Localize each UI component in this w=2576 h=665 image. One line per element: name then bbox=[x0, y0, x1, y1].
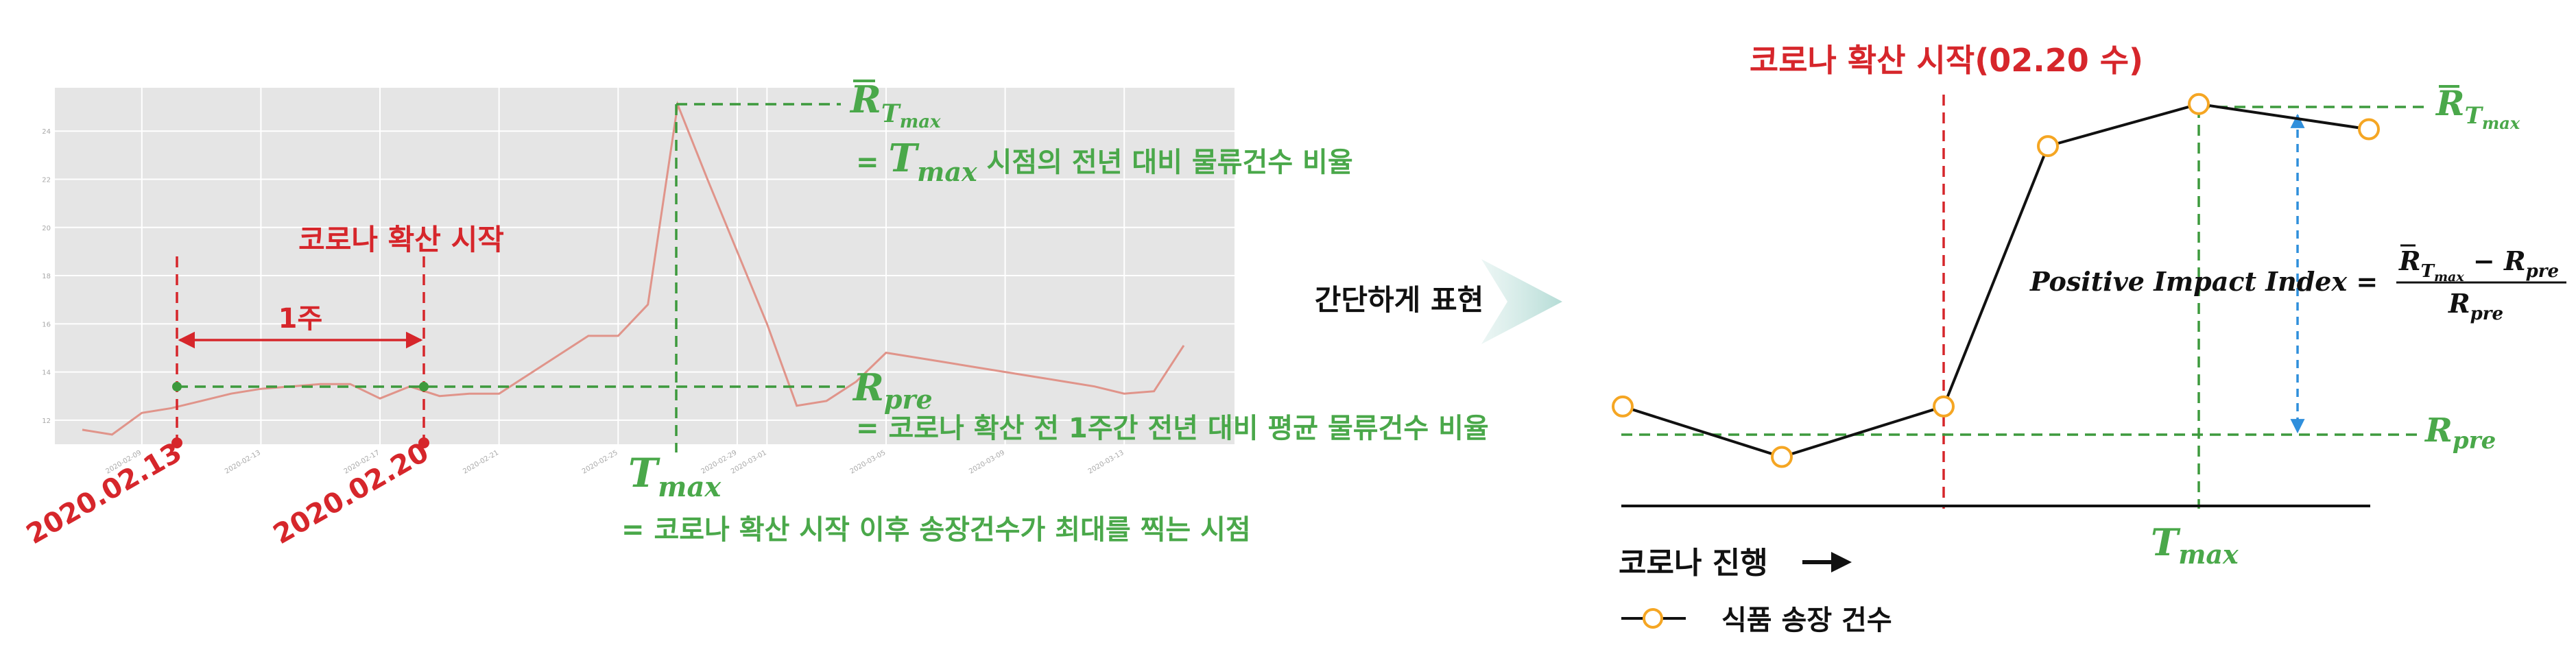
x-tick-label: 2020-02-21 bbox=[462, 449, 500, 476]
progress-label: 코로나 진행 bbox=[1619, 546, 1768, 581]
right-series-line bbox=[1622, 102, 2370, 459]
left-x-tick-labels: 2020-02-09 2020-02-13 2020-02-17 2020-02-21… bbox=[104, 449, 1125, 476]
formula-denominator: Rpre bbox=[2448, 288, 2503, 324]
impact-formula: Positive Impact Index = RTmax − Rpre Rpr… bbox=[2029, 244, 2566, 324]
covid-start-label: 코로나 확산 시작 bbox=[298, 223, 504, 256]
right-series-marker bbox=[2188, 93, 2210, 115]
x-tick-label: 2020-03-05 bbox=[849, 449, 887, 476]
date1-label: 2020.02.13 bbox=[21, 437, 187, 551]
x-tick-label: 2020-02-25 bbox=[581, 449, 619, 476]
y-tick-label: 14 bbox=[42, 370, 51, 377]
chevron-right-icon bbox=[1481, 259, 1562, 344]
tmax-label: Tmax bbox=[628, 450, 721, 503]
left-y-tick-labels: 12 14 16 18 20 22 24 bbox=[42, 128, 51, 425]
right-tmax-label: Tmax bbox=[2151, 520, 2239, 570]
y-tick-label: 22 bbox=[42, 177, 51, 184]
right-rtmax-label: RTmax bbox=[2435, 83, 2520, 133]
tmax-description: = 코로나 확산 시작 이후 송장건수가 최대를 찍는 시점 bbox=[621, 514, 1251, 546]
y-tick-label: 24 bbox=[42, 128, 51, 136]
covid-start-point bbox=[419, 382, 429, 391]
right-series-marker bbox=[1933, 395, 1955, 418]
right-series-markers bbox=[1612, 93, 2380, 468]
arrow-label: 간단하게 표현 bbox=[1315, 283, 1483, 317]
rtmax-label: RTmax bbox=[849, 77, 941, 132]
y-tick-label: 20 bbox=[42, 225, 51, 232]
right-covid-start-label: 코로나 확산 시작(02.20 수) bbox=[1750, 42, 2143, 79]
window-start-point bbox=[172, 382, 182, 391]
x-tick-label: 2020-03-09 bbox=[968, 449, 1006, 476]
formula-name: Positive Impact Index = bbox=[2029, 266, 2378, 297]
right-series-marker bbox=[2358, 118, 2380, 141]
y-tick-label: 12 bbox=[42, 418, 51, 425]
right-chart: 코로나 확산 시작(02.20 수) RTmax Rpre Tmax Posit… bbox=[1612, 42, 2566, 636]
window-start-marker bbox=[171, 437, 182, 448]
rpre-description: = 코로나 확산 전 1주간 전년 대비 평균 물류건수 비율 bbox=[856, 413, 1489, 444]
svg-text:RTmax: RTmax bbox=[2435, 83, 2520, 133]
svg-text:RTmax: RTmax bbox=[849, 77, 941, 132]
right-rpre-label: Rpre bbox=[2424, 411, 2496, 455]
rtmax-description: = Tmax 시점의 전년 대비 물류건수 비율 bbox=[856, 136, 1353, 187]
week-label: 1주 bbox=[278, 303, 323, 335]
y-tick-label: 16 bbox=[42, 321, 51, 328]
date2-label: 2020.02.20 bbox=[268, 437, 434, 551]
legend-marker-icon bbox=[1643, 608, 1663, 629]
legend-label: 식품 송장 건수 bbox=[1721, 605, 1892, 636]
y-tick-label: 18 bbox=[42, 273, 51, 280]
rpre-label: Rpre bbox=[852, 365, 933, 415]
left-plot-background bbox=[55, 88, 1235, 444]
right-series-marker bbox=[1612, 395, 1634, 418]
legend: 식품 송장 건수 bbox=[1621, 605, 1892, 636]
right-series-marker bbox=[1771, 446, 1793, 468]
right-series-marker bbox=[2037, 135, 2059, 158]
left-series-line bbox=[82, 100, 1185, 436]
transition-arrow: 간단하게 표현 bbox=[1315, 259, 1562, 344]
covid-start-marker bbox=[418, 437, 429, 448]
left-chart: 12 14 16 18 20 22 24 2020-02-09 2020-02-13 2020-… bbox=[21, 77, 1489, 551]
left-grid bbox=[55, 88, 1235, 444]
x-tick-label: 2020-03-13 bbox=[1087, 449, 1125, 476]
x-tick-label: 2020-02-13 bbox=[224, 449, 262, 476]
formula-numerator: RTmax − Rpre bbox=[2398, 245, 2559, 285]
